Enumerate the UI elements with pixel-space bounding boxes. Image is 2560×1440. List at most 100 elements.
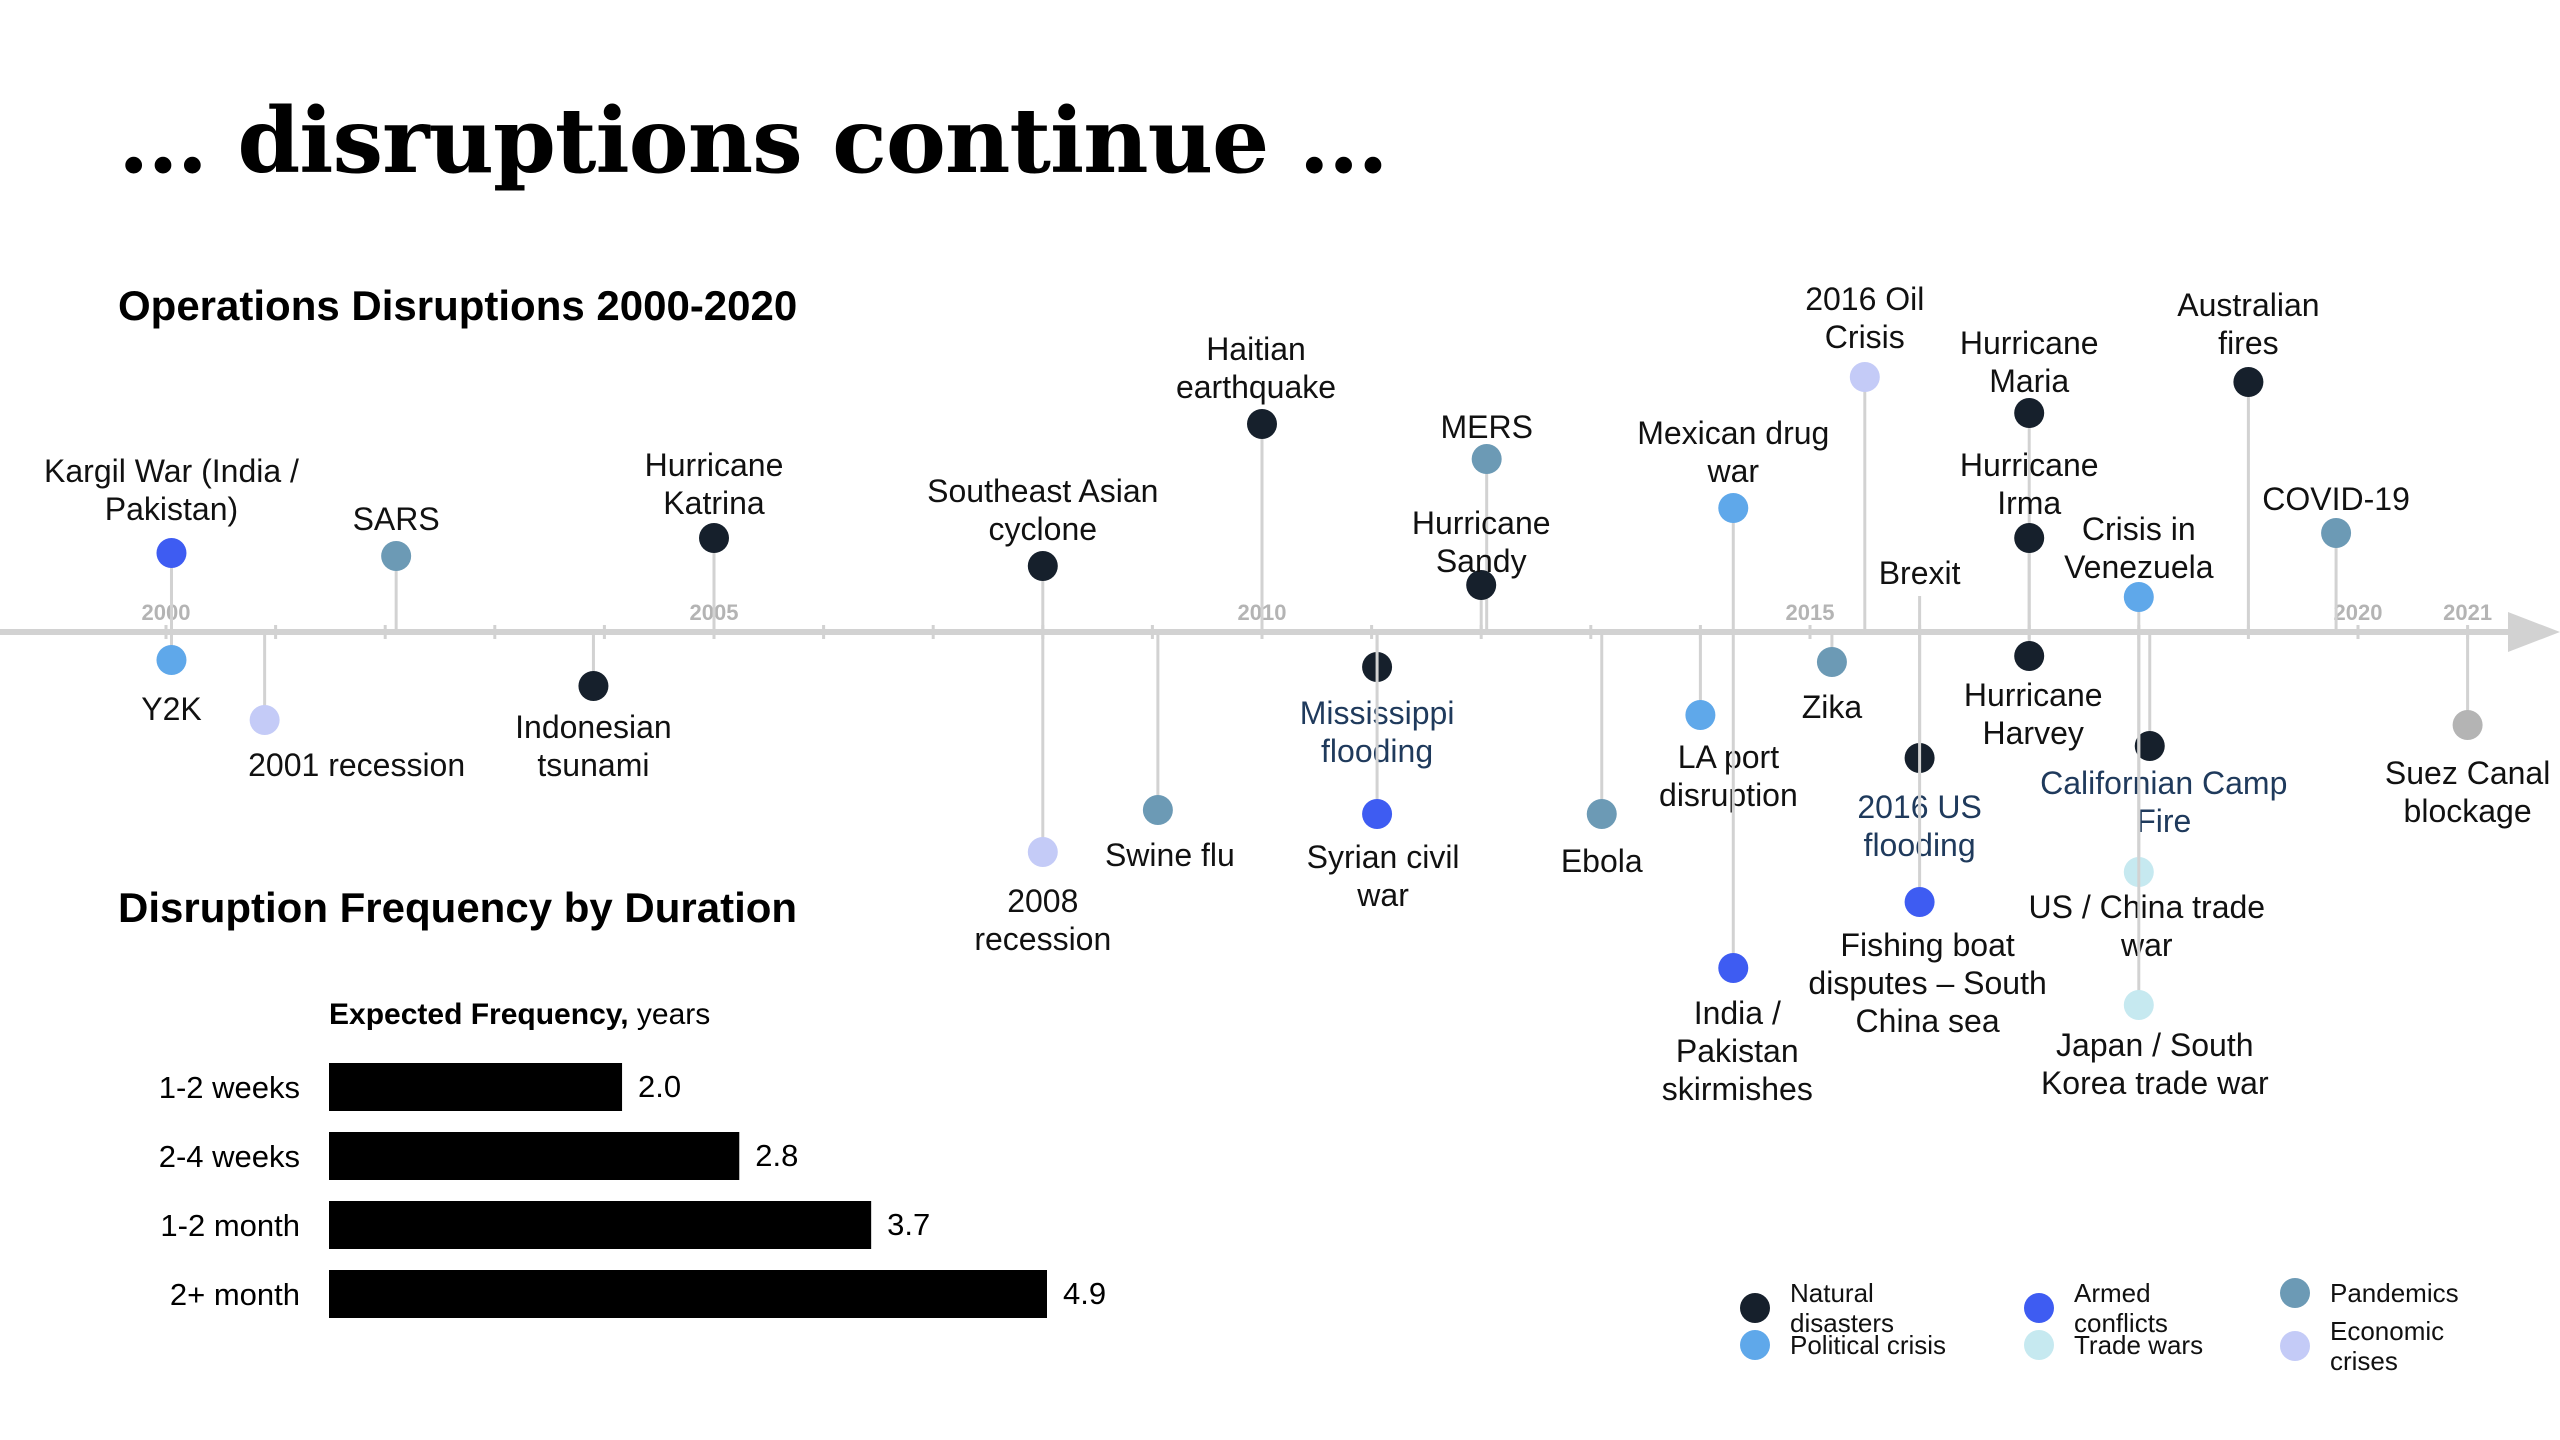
legend-item-armed: Armed conflicts: [2024, 1278, 2168, 1338]
event-label: India / Pakistan skirmishes: [1662, 995, 1813, 1107]
legend-swatch-political: [1740, 1330, 1770, 1360]
legend-item-political: Political crisis: [1740, 1330, 1946, 1360]
event-2016-oil-crisis: 2016 Oil Crisis: [1805, 281, 1924, 632]
event-marker: [2233, 367, 2264, 397]
event-swine-flu: Swine flu: [1105, 632, 1235, 873]
event-marker: [1586, 799, 1617, 829]
event-label: Kargil War (India / Pakistan): [44, 453, 299, 527]
event-covid-19: COVID-19: [2262, 481, 2410, 632]
event-y2k: Y2K: [141, 632, 202, 727]
event-marker: [1466, 570, 1497, 600]
event-suez-canal-blockage: Suez Canal blockage: [2385, 632, 2550, 829]
bar-category-label: 1-2 weeks: [159, 1070, 300, 1105]
event-label: Hurricane Maria: [1960, 325, 2099, 399]
event-label: 2001 recession: [248, 747, 465, 783]
legend-swatch-trade: [2024, 1330, 2054, 1360]
event-label: Fishing boat disputes – South China sea: [1808, 927, 2046, 1039]
event-kargil-war-india-pakistan: Kargil War (India / Pakistan): [44, 453, 299, 632]
event-2008-recession: 2008 recession: [974, 632, 1111, 957]
event-ebola: Ebola: [1561, 632, 1643, 879]
event-marker: [1027, 551, 1058, 581]
event-label: COVID-19: [2262, 481, 2410, 517]
event-marker: [2452, 710, 2483, 740]
legend-label-trade: Trade wars: [2074, 1330, 2204, 1360]
event-marker: [1718, 493, 1749, 523]
timeline-arrow: [2508, 612, 2560, 652]
event-marker: [1142, 795, 1173, 825]
event-hurricane-sandy: Hurricane Sandy: [1412, 505, 1551, 632]
event-label: Japan / South Korea trade war: [2041, 1027, 2269, 1101]
bar-value-label: 4.9: [1063, 1276, 1106, 1311]
event-2001-recession: 2001 recession: [248, 632, 465, 783]
timeline-title: Operations Disruptions 2000-2020: [118, 282, 798, 329]
event-label: Swine flu: [1105, 837, 1235, 873]
frequency-bar-chart: Expected Frequency, years 1-2 weeks 2.0 2-4…: [159, 998, 1106, 1318]
event-us-china-trade-war: US / China trade war: [2029, 632, 2266, 963]
event-brexit: Brexit: [1879, 555, 1961, 632]
event-label: 2008 recession: [974, 883, 1111, 957]
event-label: Hurricane Sandy: [1412, 505, 1551, 579]
legend-label-armed: Armed conflicts: [2074, 1278, 2168, 1338]
event-marker: [249, 705, 280, 735]
legend-label-economic: Economic crises: [2330, 1316, 2445, 1376]
event-marker: [381, 541, 412, 571]
event-haitian-earthquake: Haitian earthquake: [1176, 331, 1336, 632]
event-marker: [2014, 641, 2045, 671]
event-marker: [2014, 523, 2045, 553]
legend-item-economic: Economic crises: [2280, 1316, 2444, 1376]
bar-value-label: 2.0: [638, 1069, 681, 1104]
legend-swatch-natural: [1740, 1293, 1770, 1323]
event-marker: [578, 671, 609, 701]
event-indonesian-tsunami: Indonesian tsunami: [515, 632, 672, 783]
legend-label-pandemic: Pandemics: [2330, 1278, 2459, 1308]
legend-label-natural: Natural disasters: [1790, 1278, 1895, 1338]
event-marker: [156, 538, 187, 568]
legend-item-pandemic: Pandemics: [2280, 1278, 2459, 1308]
event-australian-fires: Australian fires: [2177, 287, 2320, 632]
legend-swatch-economic: [2280, 1331, 2310, 1361]
event-marker: [2123, 582, 2154, 612]
event-marker: [1247, 409, 1277, 439]
event-label: Syrian civil war: [1307, 839, 1460, 913]
event-label: US / China trade war: [2029, 889, 2266, 963]
event-label: 2016 Oil Crisis: [1805, 281, 1924, 355]
event-label: Ebola: [1561, 843, 1643, 879]
event-hurricane-irma: Hurricane Irma: [1960, 447, 2099, 632]
event-mers: MERS: [1440, 409, 1533, 632]
event-hurricane-maria: Hurricane Maria: [1960, 325, 2099, 632]
event-marker: [1471, 444, 1502, 474]
event-zika: Zika: [1802, 632, 1862, 725]
event-sars: SARS: [353, 501, 440, 632]
page-title: … disruptions continue …: [118, 88, 1389, 194]
legend-item-natural: Natural disasters: [1740, 1278, 1894, 1338]
event-label: Hurricane Katrina: [645, 447, 784, 521]
event-crisis-in-venezuela: Crisis in Venezuela: [2064, 511, 2214, 632]
event-syrian-civil-war: Syrian civil war: [1307, 632, 1460, 913]
event-label: Southeast Asian cyclone: [927, 473, 1158, 547]
event-japan-south-korea-trade-war: Japan / South Korea trade war: [2041, 632, 2269, 1101]
event-label: Australian fires: [2177, 287, 2319, 361]
event-marker: [1027, 837, 1058, 867]
event-marker: [2014, 398, 2045, 428]
event-mexican-drug-war: Mexican drug war: [1637, 415, 1829, 632]
year-label-2021: 2021: [2443, 600, 2492, 625]
bar-1-2-month: [329, 1201, 872, 1249]
event-label: SARS: [353, 501, 440, 537]
bar-2-4-weeks: [329, 1132, 740, 1180]
year-label-2020: 2020: [2334, 600, 2383, 625]
event-fishing-boat-disputes-south-china-sea: Fishing boat disputes – South China sea: [1808, 632, 2047, 1039]
event-label: Suez Canal blockage: [2385, 755, 2550, 829]
event-label: Indonesian tsunami: [515, 709, 672, 783]
event-marker: [1685, 700, 1716, 730]
legend-label-political: Political crisis: [1790, 1330, 1947, 1360]
event-la-port-disruption: LA port disruption: [1659, 632, 1798, 813]
bar-category-label: 2-4 weeks: [159, 1139, 300, 1174]
event-marker: [1362, 799, 1393, 829]
event-label: Hurricane Irma: [1960, 447, 2099, 521]
legend: Natural disasters Armed conflicts Pandem…: [1740, 1268, 2540, 1388]
event-marker: [1718, 953, 1749, 983]
event-marker: [156, 645, 187, 675]
legend-swatch-armed: [2024, 1293, 2054, 1323]
event-marker: [699, 523, 729, 553]
